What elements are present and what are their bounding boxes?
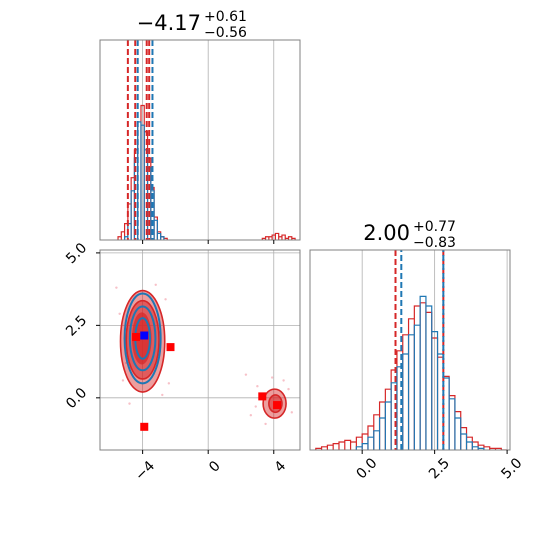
p1-title-minus: −0.56: [204, 25, 247, 41]
p2-title-minus: −0.83: [413, 235, 456, 251]
marker-red: [132, 332, 141, 341]
x-tick-label-p1: 0: [206, 458, 224, 476]
p1-hist-plot-area: [117, 40, 296, 240]
p2-hist-frame: [309, 249, 511, 451]
p2-hist-blue: [355, 295, 485, 450]
contour-level-blue: [123, 292, 162, 385]
marker-red: [273, 401, 282, 410]
scatter-point: [254, 405, 257, 408]
p1-title: −4.17: [137, 11, 201, 35]
scatter-point: [164, 298, 167, 301]
x-tick-label-p2: 0.0: [354, 455, 381, 482]
p1-hist-background: [100, 40, 300, 240]
scatter-point: [290, 411, 294, 414]
scatter-point: [128, 402, 131, 405]
scatter-point: [287, 387, 290, 391]
p2-hist-plot-area: [315, 250, 508, 450]
contour-frame: [99, 249, 301, 451]
scatter-point: [161, 393, 164, 397]
scatter-point: [121, 379, 125, 382]
x-tick-label-p1: 4: [272, 458, 290, 476]
p2-title: 2.00: [363, 221, 410, 245]
p2-title-plus: +0.77: [413, 219, 456, 235]
contour-plot-area: [100, 250, 300, 450]
scatter-point: [270, 376, 274, 379]
p1-title-plus: +0.61: [204, 9, 247, 25]
marker-blue: [140, 331, 149, 340]
contour-level-blue: [128, 305, 157, 372]
x-tick-label-p1: −4: [132, 458, 158, 484]
scatter-point: [249, 414, 253, 417]
marker-red: [166, 343, 175, 352]
scatter-point: [115, 286, 118, 289]
scatter-point: [118, 312, 121, 315]
marker-red: [140, 422, 149, 431]
p1-hist-frame: [99, 39, 301, 241]
scatter-point: [244, 373, 248, 376]
p1-hist-red: [117, 104, 296, 240]
p2-histogram-panel: [309, 249, 511, 454]
y-tick-label-p2: 0.0: [63, 385, 90, 412]
p1-p2-contour-panel: [96, 249, 301, 454]
scatter-point: [154, 283, 157, 286]
marker-red: [258, 392, 267, 401]
scatter-point: [282, 379, 285, 382]
scatter-point: [256, 385, 259, 388]
scatter-point: [167, 382, 171, 385]
scatter-point: [264, 422, 267, 426]
y-tick-label-p2: 5.0: [63, 240, 90, 267]
p1-histogram-panel: [99, 39, 301, 244]
y-tick-label-p2: 2.5: [63, 313, 90, 340]
p2-hist-background: [310, 250, 510, 450]
x-tick-label-p2: 5.0: [498, 455, 525, 482]
x-tick-label-p2: 2.5: [426, 455, 453, 482]
